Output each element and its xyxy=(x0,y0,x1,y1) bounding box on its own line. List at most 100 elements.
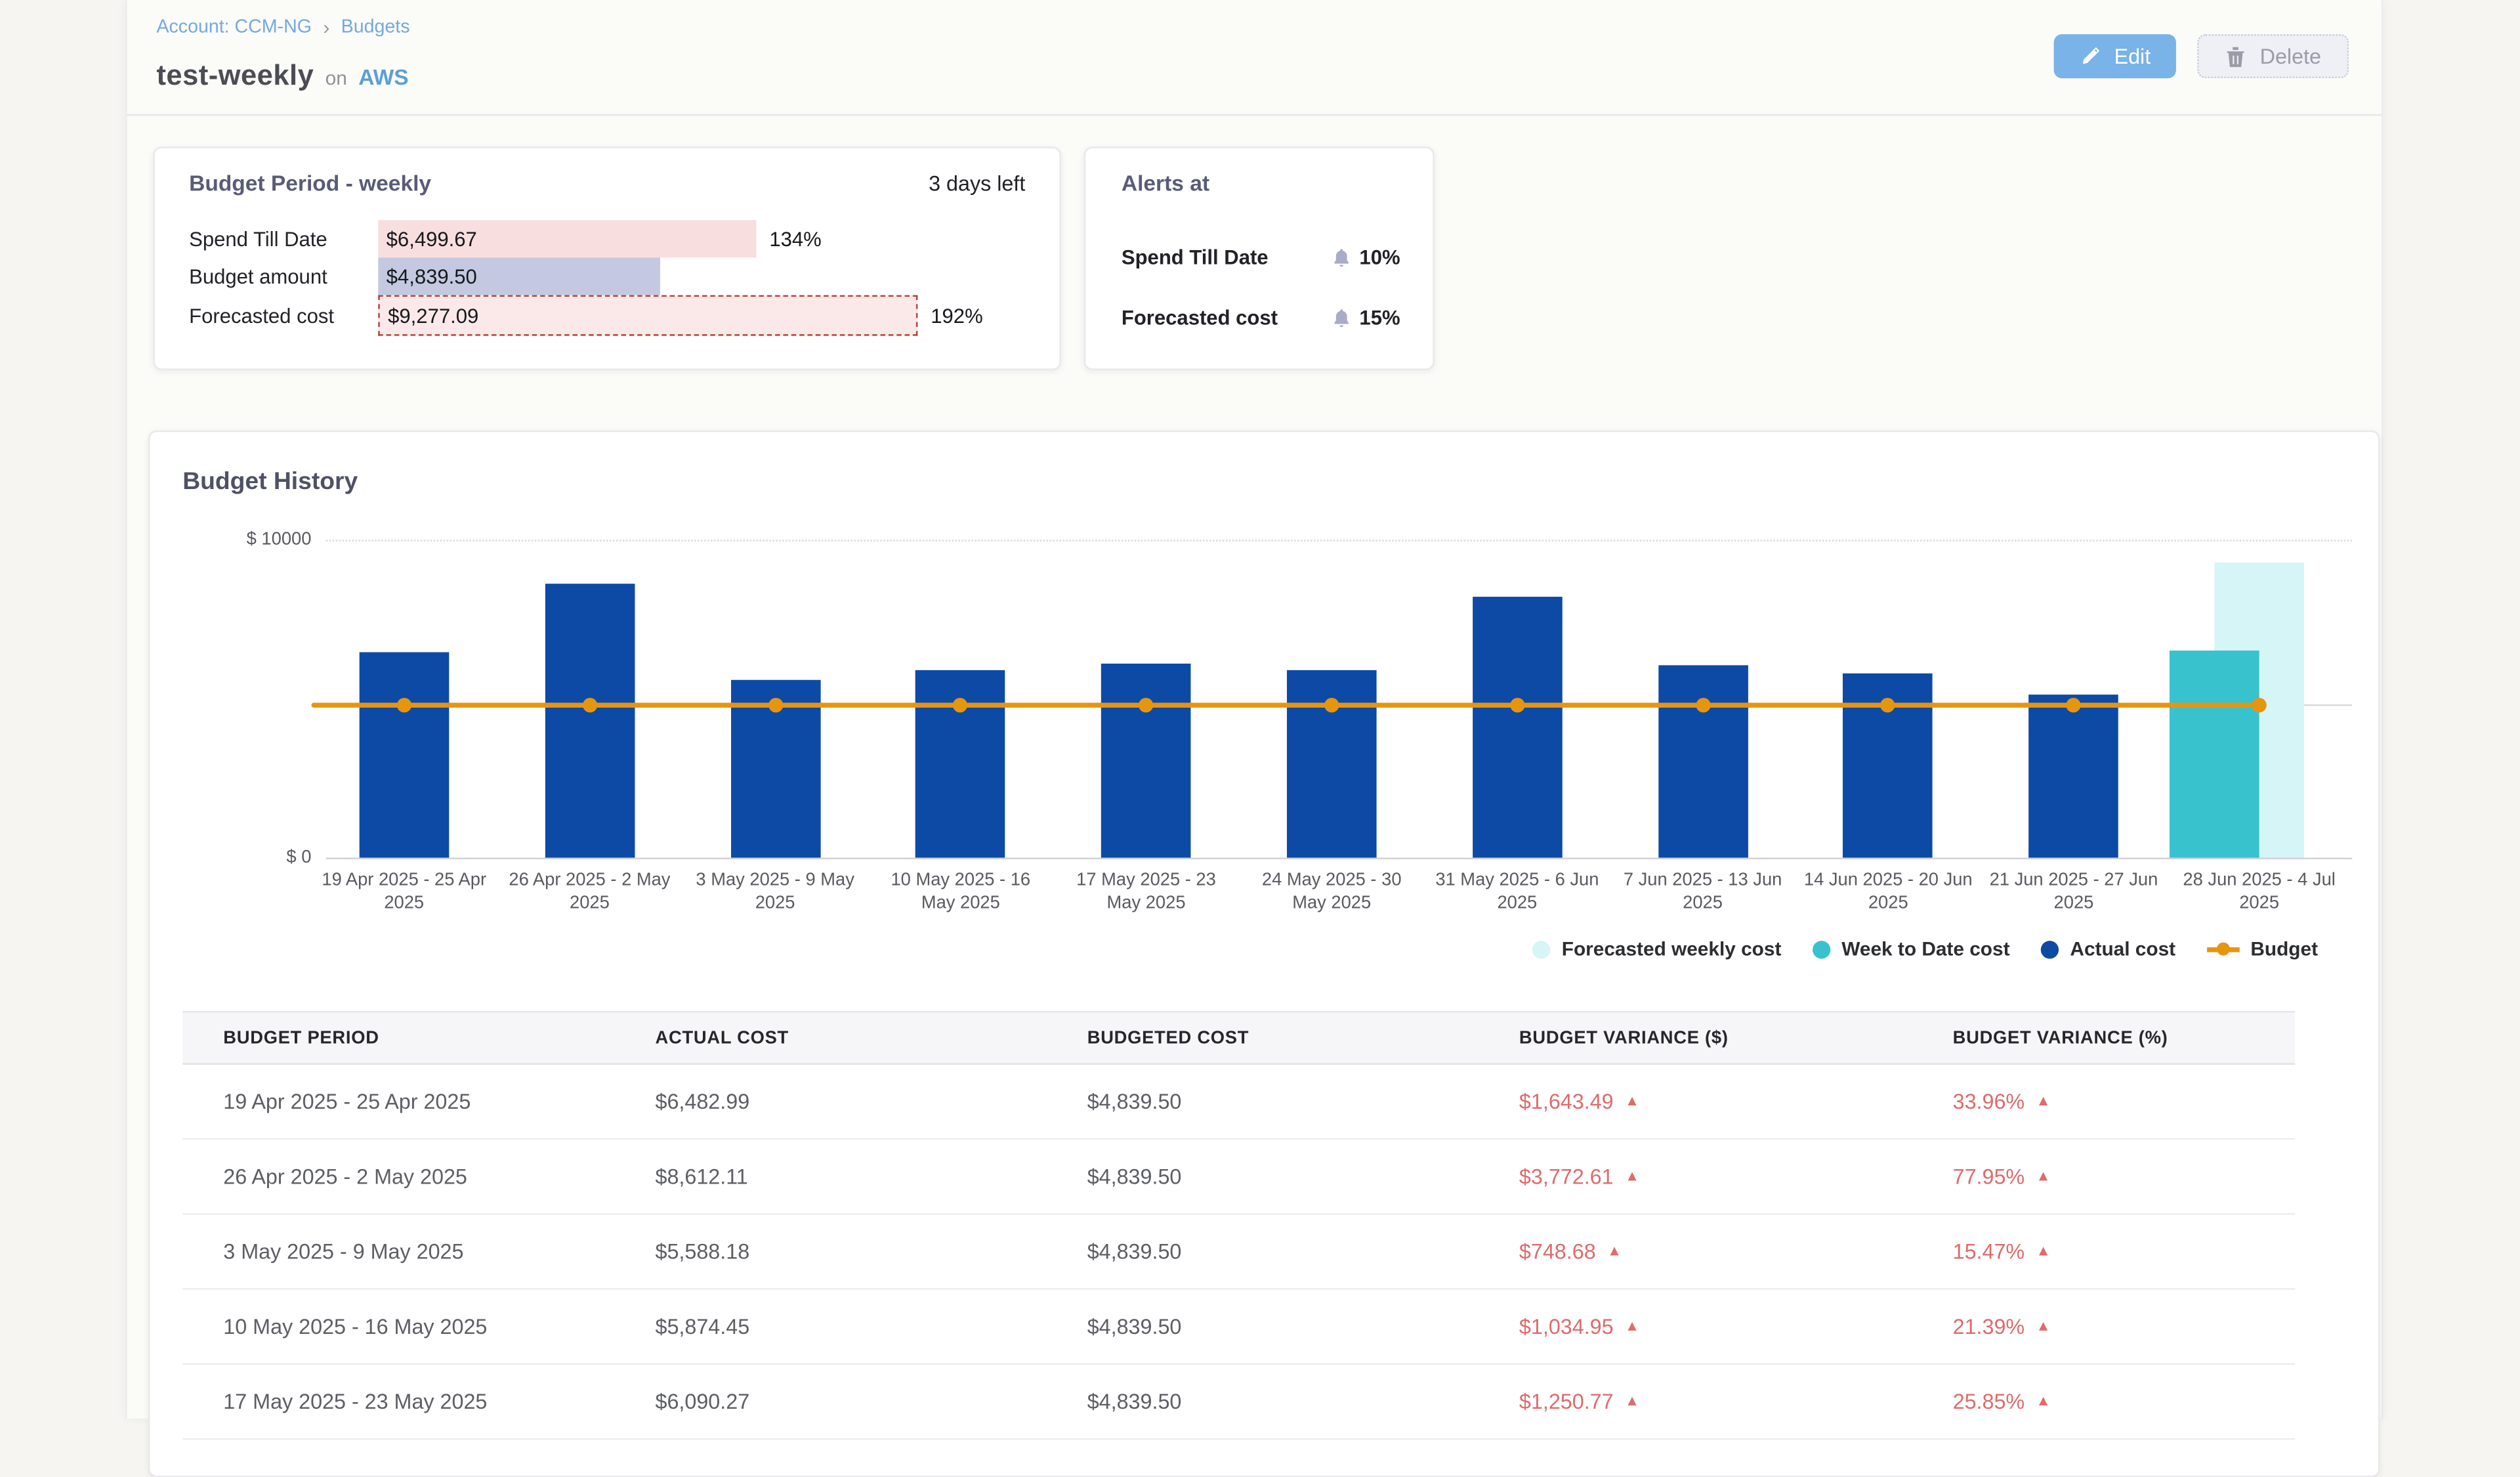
cell-budgeted-cost: $4,839.50 xyxy=(1087,1089,1182,1114)
actual-cost-bar xyxy=(1658,665,1748,858)
budget-history-table: BUDGET PERIOD ACTUAL COST BUDGETED COST BUD… xyxy=(182,1010,2296,1440)
chart-slot xyxy=(497,540,682,858)
budget-period-row: Forecasted cost $9,277.09 192% xyxy=(189,295,1043,336)
budget-period-row-label: Forecasted cost xyxy=(189,304,335,328)
budget-point-marker xyxy=(767,698,783,713)
budget-period-row-label: Budget amount xyxy=(189,265,327,288)
variance-up-icon: ▲ xyxy=(2036,1092,2051,1109)
x-axis-baseline xyxy=(326,857,2353,859)
table-column-header: BUDGET VARIANCE (%) xyxy=(1952,1028,2168,1048)
actual-cost-bar xyxy=(1472,597,1563,858)
chevron-right-icon: › xyxy=(323,16,330,39)
budget-point-marker xyxy=(1881,698,1896,713)
x-axis-tick-label: 3 May 2025 - 9 May 2025 xyxy=(696,870,854,913)
actual-cost-bar xyxy=(1101,663,1191,858)
x-axis-tick-label: 7 Jun 2025 - 13 Jun 2025 xyxy=(1623,870,1782,913)
breadcrumb-account-link[interactable]: Account: CCM-NG xyxy=(156,18,312,38)
cell-budget-variance-usd-value: $1,250.77 xyxy=(1519,1389,1614,1414)
cell-budget-period: 17 May 2025 - 23 May 2025 xyxy=(223,1389,488,1414)
budget-point-marker xyxy=(953,698,969,713)
edit-button[interactable]: Edit xyxy=(2053,34,2177,79)
cell-budgeted-cost: $4,839.50 xyxy=(1087,1389,1182,1414)
chart-slot xyxy=(1053,540,1239,858)
header-divider xyxy=(127,114,2382,116)
alert-rows: Spend Till Date 10% Forecasted cost 15% xyxy=(1122,226,1400,347)
variance-up-icon: ▲ xyxy=(1624,1167,1640,1184)
alert-threshold-value: 15% xyxy=(1359,305,1400,329)
alert-threshold: 15% xyxy=(1332,305,1400,329)
delete-button-label: Delete xyxy=(2259,44,2321,69)
cell-budget-variance-usd-value: $1,034.95 xyxy=(1519,1314,1614,1339)
variance-up-icon: ▲ xyxy=(1624,1392,1640,1409)
delete-button[interactable]: Delete xyxy=(2198,34,2349,79)
cell-budget-variance-usd-value: $1,643.49 xyxy=(1519,1089,1614,1114)
legend-label: Week to Date cost xyxy=(1841,937,2010,960)
cell-actual-cost: $6,090.27 xyxy=(655,1389,750,1414)
x-axis-tick-label: 28 Jun 2025 - 4 Jul 2025 xyxy=(2183,870,2336,913)
legend-item[interactable]: Forecasted weekly cost xyxy=(1532,937,1781,960)
variance-up-icon: ▲ xyxy=(2036,1317,2051,1334)
budget-point-marker xyxy=(1324,698,1339,713)
chart-slot xyxy=(682,540,868,858)
cell-budget-variance-usd: $748.68 ▲ xyxy=(1479,1239,1912,1264)
x-axis-tick-label: 14 Jun 2025 - 20 Jun 2025 xyxy=(1803,870,1973,913)
budget-point-marker xyxy=(1139,698,1154,713)
cell-budget-variance-pct: 25.85% ▲ xyxy=(1912,1389,2296,1413)
legend-label: Actual cost xyxy=(2070,937,2176,960)
table-row: 26 Apr 2025 - 2 May 2025 $8,612.11 $4,839.… xyxy=(182,1140,2296,1215)
cell-budget-variance-usd: $3,772.61 ▲ xyxy=(1479,1164,1912,1188)
cell-budget-period: 10 May 2025 - 16 May 2025 xyxy=(223,1314,488,1339)
table-column-header: BUDGETED COST xyxy=(1087,1028,1250,1048)
breadcrumb: Account: CCM-NG › Budgets xyxy=(156,16,410,39)
page-title: test-weekly xyxy=(156,58,314,92)
cell-budget-variance-pct: 21.39% ▲ xyxy=(1912,1314,2296,1338)
variance-up-icon: ▲ xyxy=(2036,1392,2051,1409)
chart-slot xyxy=(311,540,497,858)
cell-budget-period: 19 Apr 2025 - 25 Apr 2025 xyxy=(223,1089,471,1114)
budget-amount-bar: $4,839.50 xyxy=(378,257,660,295)
chart-slot xyxy=(2166,540,2352,858)
pencil-icon xyxy=(2082,47,2100,64)
alerts-card: Alerts at Spend Till Date 10% Forecasted c… xyxy=(1083,146,1435,370)
table-row: 10 May 2025 - 16 May 2025 $5,874.45 $4,839… xyxy=(182,1290,2296,1365)
forecasted-weekly-cost-bar xyxy=(2170,562,2304,858)
legend-item[interactable]: Actual cost xyxy=(2040,937,2176,960)
table-row: 3 May 2025 - 9 May 2025 $5,588.18 $4,839.5… xyxy=(182,1214,2296,1290)
variance-up-icon: ▲ xyxy=(1624,1317,1640,1334)
budget-period-row: Spend Till Date $6,499.67 134% xyxy=(189,220,1043,258)
x-axis-tick-label: 10 May 2025 - 16 May 2025 xyxy=(891,870,1031,913)
legend-item[interactable]: Budget xyxy=(2206,937,2318,960)
x-axis-tick-label: 17 May 2025 - 23 May 2025 xyxy=(1076,870,1216,913)
budget-history-title: Budget History xyxy=(182,467,358,496)
chart-legend: Forecasted weekly cost Week to Date cost A… xyxy=(1532,937,2318,960)
x-axis-tick-label: 19 Apr 2025 - 25 Apr 2025 xyxy=(322,870,487,913)
bell-icon xyxy=(1334,248,1349,267)
alert-row-label: Forecasted cost xyxy=(1121,305,1278,329)
cell-budget-variance-pct: 33.96% ▲ xyxy=(1912,1089,2296,1113)
budget-history-card: Budget History $ 10000 $ 0 19 Apr 2025 -… xyxy=(148,430,2380,1477)
cell-budget-variance-pct-value: 15.47% xyxy=(1952,1239,2025,1264)
cell-budget-variance-usd: $1,250.77 ▲ xyxy=(1479,1389,1912,1413)
table-column-header: ACTUAL COST xyxy=(655,1028,789,1048)
cell-actual-cost: $6,482.99 xyxy=(655,1089,750,1114)
legend-item[interactable]: Week to Date cost xyxy=(1812,937,2010,960)
alert-threshold-value: 10% xyxy=(1359,245,1400,268)
budget-series-line xyxy=(311,702,2259,708)
budget-point-marker xyxy=(396,698,411,713)
main-panel: Account: CCM-NG › Budgets test-weekly on… xyxy=(125,0,2384,1477)
variance-up-icon: ▲ xyxy=(2036,1242,2051,1259)
cell-budgeted-cost: $4,839.50 xyxy=(1087,1239,1182,1264)
legend-label: Forecasted weekly cost xyxy=(1561,937,1782,960)
days-left-label: 3 days left xyxy=(929,171,1026,196)
variance-up-icon: ▲ xyxy=(1607,1242,1622,1259)
breadcrumb-budgets-link[interactable]: Budgets xyxy=(341,18,410,38)
cell-budget-variance-pct-value: 33.96% xyxy=(1952,1089,2025,1114)
header-buttons: Edit Delete xyxy=(2053,34,2349,79)
cell-budgeted-cost: $4,839.50 xyxy=(1087,1314,1182,1339)
cell-budget-variance-usd-value: $748.68 xyxy=(1519,1239,1596,1264)
x-axis-labels: 19 Apr 2025 - 25 Apr 2025 26 Apr 2025 - 2… xyxy=(311,869,2352,915)
legend-dot-icon xyxy=(2040,939,2059,958)
table-column-header: BUDGET PERIOD xyxy=(223,1028,379,1048)
chart-slot xyxy=(1425,540,1610,858)
budget-point-marker xyxy=(2252,698,2267,713)
